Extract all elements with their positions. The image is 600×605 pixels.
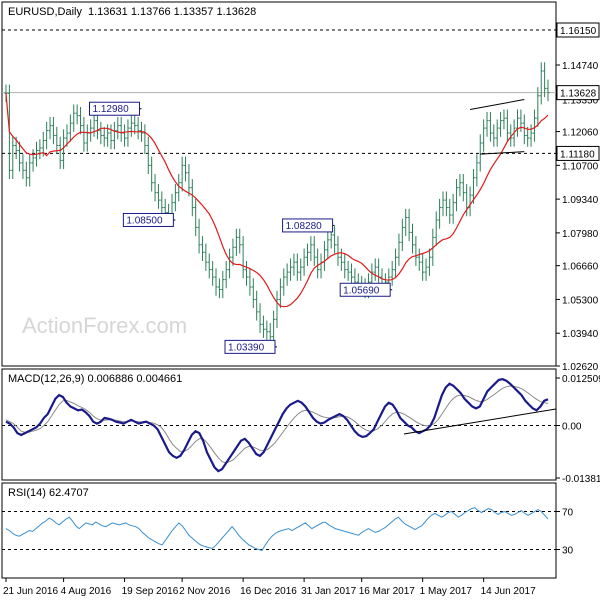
annotation-label: 1.08500 <box>126 215 163 226</box>
annotation-box <box>89 101 140 116</box>
price-axis-tick-label: 1.13350 <box>562 96 599 107</box>
price-axis-tick-label: 1.03940 <box>562 329 599 340</box>
price-trendlines <box>469 99 525 155</box>
macd-axis-tick-label: 0.012509 <box>562 374 600 385</box>
resistance-level-label: 1.16150 <box>560 26 597 37</box>
annotation-box <box>339 282 391 297</box>
rsi-title: RSI(14) 62.4707 <box>8 487 89 499</box>
price-annotations: 1.12980 1.08500 1.03390 1.08280 1.05690 <box>89 101 393 354</box>
macd-trendline <box>403 408 557 435</box>
price-levels: 1.16150 1.11180 1.13628 <box>2 22 600 161</box>
price-axis-tick-label: 1.06660 <box>562 262 599 273</box>
price-sma-line <box>5 93 549 308</box>
annotation-label: 1.05690 <box>343 285 380 296</box>
price-axis-tick-label: 1.05300 <box>562 295 599 306</box>
rsi-line <box>5 507 549 552</box>
channel-upper-line <box>469 99 525 110</box>
rsi-axis: 70 30 <box>2 508 574 557</box>
x-axis-tick-label: 4 Aug 2016 <box>61 586 112 597</box>
x-axis-tick-label: 1 May 2017 <box>420 586 473 597</box>
price-axis-tick-label: 1.12060 <box>562 128 599 139</box>
macd-axis-tick-label: 0.00 <box>562 422 582 433</box>
price-axis-tick-label: 1.14740 <box>562 61 599 72</box>
macd-title: MACD(12,26,9) 0.006886 0.004661 <box>8 373 182 385</box>
price-candles <box>4 62 550 346</box>
chart-header-ohlc: 1.13631 1.13766 1.13357 1.13628 <box>88 6 256 18</box>
current-price-label: 1.13628 <box>560 89 597 100</box>
resistance-level-box <box>556 22 600 38</box>
price-axis-tick-label: 1.09340 <box>562 195 599 206</box>
annotation-box <box>282 218 334 233</box>
annotation-box <box>224 339 276 354</box>
x-axis-tick-label: 16 Dec 2016 <box>240 586 297 597</box>
rsi-panel-frame <box>1 482 557 579</box>
macd-axis: 0.012509 0.00 -0.013813 <box>2 374 600 485</box>
x-axis-tick-label: 2 Nov 2016 <box>179 586 231 597</box>
rsi-axis-tick-label: 70 <box>562 508 574 519</box>
price-axis-tick-label: 1.02620 <box>562 362 599 373</box>
x-axis-tick-label: 14 Jun 2017 <box>481 586 536 597</box>
rsi-axis-tick-label: 30 <box>562 546 574 557</box>
price-axis-tick-label: 1.07980 <box>562 229 599 240</box>
macd-panel-frame <box>1 368 557 481</box>
annotation-label: 1.08280 <box>286 221 323 232</box>
price-axis: 1.16150 1.14740 1.13350 1.12060 1.10700 1.093… <box>556 26 599 373</box>
support-level-box <box>556 145 600 161</box>
x-axis-tick-label: 16 Mar 2017 <box>359 586 416 597</box>
annotation-label: 1.03390 <box>228 342 265 353</box>
watermark: ActionForex.com <box>22 313 187 338</box>
annotation-label: 1.12980 <box>93 104 130 115</box>
macd-lines <box>5 378 557 473</box>
x-axis-tick-label: 31 Jan 2017 <box>301 586 356 597</box>
chart-header-symbol: EURUSD,Daily <box>8 6 82 18</box>
rsi-series <box>5 507 549 552</box>
macd-axis-tick-label: -0.013813 <box>562 474 600 485</box>
current-price-box <box>556 85 600 101</box>
x-axis-tick-label: 21 Jun 2016 <box>3 586 58 597</box>
sma-series <box>5 93 549 308</box>
x-axis-tick-label: 19 Sep 2016 <box>122 586 179 597</box>
annotation-box <box>122 212 174 227</box>
channel-lower-line <box>480 151 525 155</box>
price-panel-frame <box>1 1 557 367</box>
support-level-label: 1.11180 <box>560 149 595 160</box>
macd-series <box>5 378 549 473</box>
macd-signal-series <box>5 385 549 464</box>
price-axis-tick-label: 1.10700 <box>562 161 599 172</box>
x-axis: 21 Jun 2016 4 Aug 2016 19 Sep 2016 2 Nov 20… <box>3 578 536 597</box>
